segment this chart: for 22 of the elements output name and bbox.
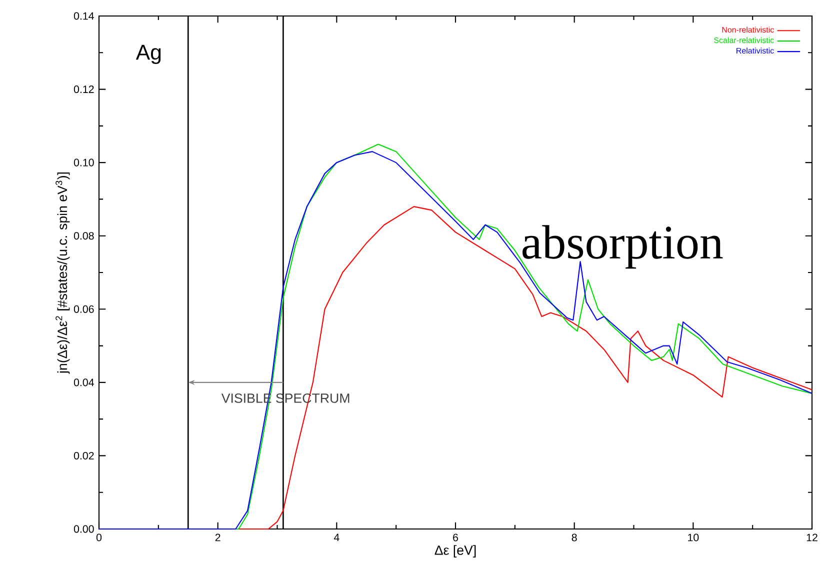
x-tick-label: 8 <box>572 534 577 542</box>
annotation: Ag <box>136 44 161 64</box>
y-tick-label: 0.08 <box>74 232 94 240</box>
x-tick-label: 0 <box>96 534 102 542</box>
legend-label: Non-relativistic <box>722 26 774 33</box>
y-tick-label: 0.02 <box>74 452 94 460</box>
annotation: absorption <box>522 225 723 269</box>
x-axis-title: Δε [eV] <box>434 545 476 558</box>
y-tick-label: 0.04 <box>74 378 94 386</box>
y-tick-label: 0.00 <box>74 525 94 533</box>
y-tick-label: 0.10 <box>74 158 94 166</box>
x-tick-label: 6 <box>453 534 458 542</box>
y-tick-label: 0.06 <box>74 305 94 313</box>
legend-label: Relativistic <box>736 48 774 54</box>
x-tick-label: 2 <box>215 534 220 542</box>
y-axis-title: jn(Δε)/Δε$^{2}$ [#states/(u.c. spin eV$^{3}$)] <box>56 172 70 374</box>
legend-label: Scalar-relativistic <box>714 37 774 44</box>
y-tick-label: 0.12 <box>74 86 94 94</box>
x-tick-label: 10 <box>688 534 699 542</box>
x-tick-label: 4 <box>334 534 340 542</box>
y-tick-label: 0.14 <box>74 12 94 20</box>
x-tick-label: 12 <box>806 534 818 542</box>
